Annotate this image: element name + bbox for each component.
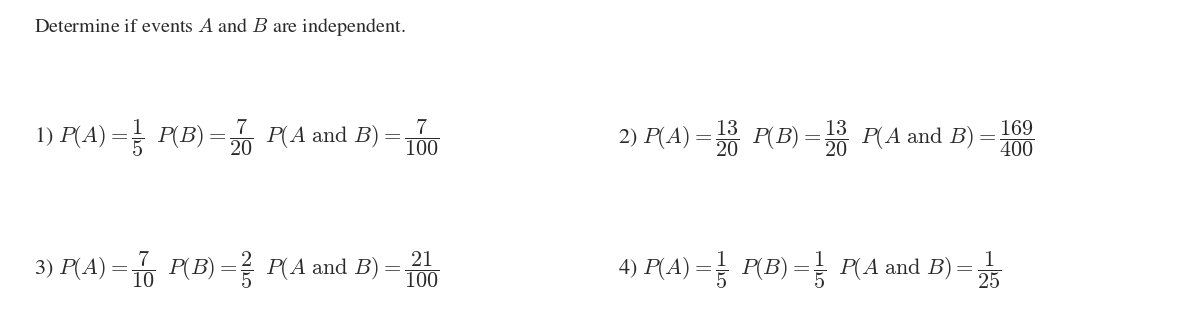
Text: 1) $P(A)=\dfrac{1}{5}\;\;P(B)=\dfrac{7}{20}\;\;P(A\mathrm{\ and\ }B)=\dfrac{7}{1: 1) $P(A)=\dfrac{1}{5}\;\;P(B)=\dfrac{7}{… <box>34 117 439 159</box>
Text: 3) $P(A)=\dfrac{7}{10}\;\;P(B)=\dfrac{2}{5}\;\;P(A\mathrm{\ and\ }B)=\dfrac{21}{: 3) $P(A)=\dfrac{7}{10}\;\;P(B)=\dfrac{2}… <box>34 249 439 291</box>
Text: 2) $P(A)=\dfrac{13}{20}\;\;P(B)=\dfrac{13}{20}\;\;P(A\mathrm{\ and\ }B)=\dfrac{1: 2) $P(A)=\dfrac{13}{20}\;\;P(B)=\dfrac{1… <box>618 118 1034 159</box>
Text: 4) $P(A)=\dfrac{1}{5}\;\;P(B)=\dfrac{1}{5}\;\;P(A\mathrm{\ and\ }B)=\dfrac{1}{25: 4) $P(A)=\dfrac{1}{5}\;\;P(B)=\dfrac{1}{… <box>618 249 1001 291</box>
Text: Determine if events $\mathit{A}$ and $\mathit{B}$ are independent.: Determine if events $\mathit{A}$ and $\m… <box>34 16 406 38</box>
